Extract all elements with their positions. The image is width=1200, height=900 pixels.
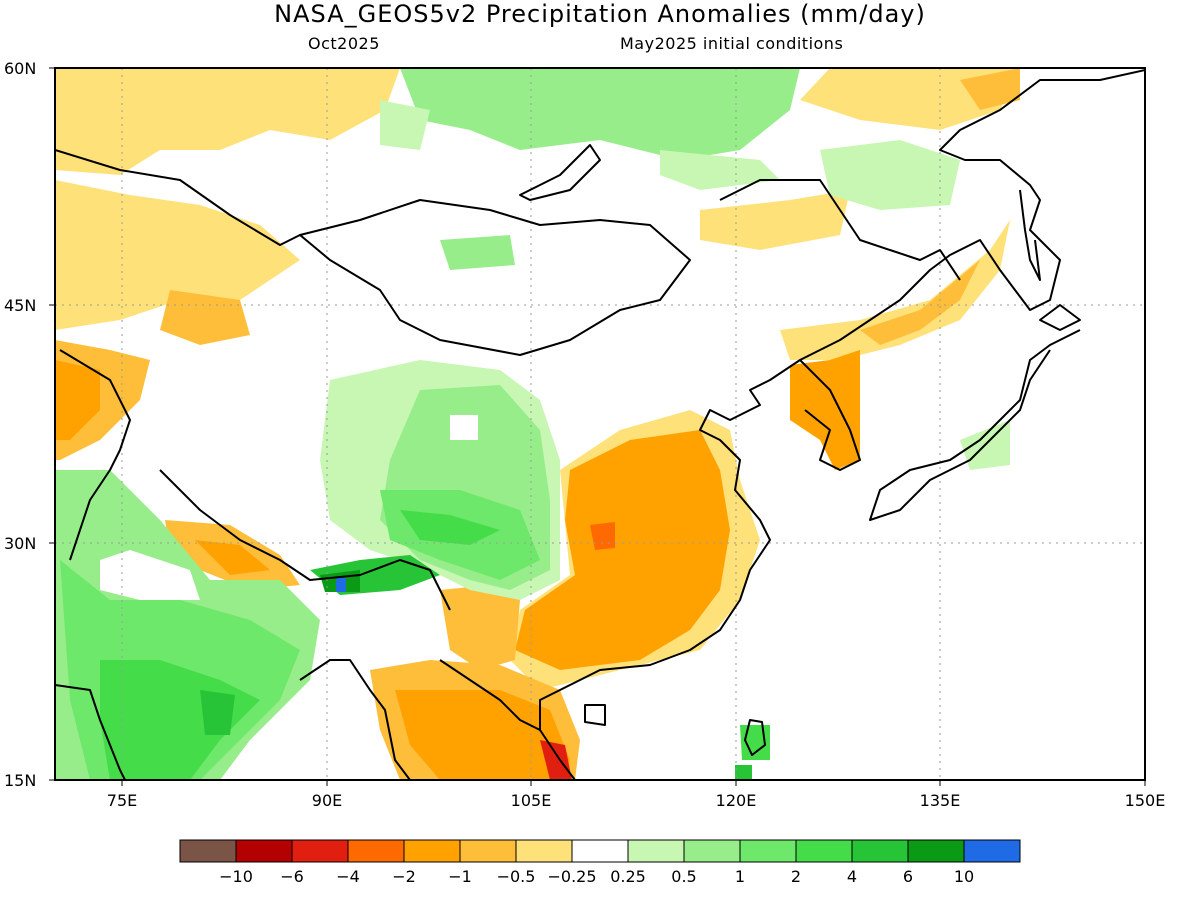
- colorbar-label: −10: [219, 867, 253, 886]
- anomaly-wet-india-white-gap: [100, 550, 200, 600]
- anomaly-wet-east-siberia: [820, 140, 960, 210]
- anomaly-wet-india-deep: [200, 690, 235, 735]
- colorbar-swatch: [459, 839, 517, 863]
- coastline-sakhalin: [1019, 189, 1041, 281]
- anomaly-wet-luzon: [735, 765, 752, 780]
- colorbar-swatch: [571, 839, 629, 863]
- colorbar-swatch: [627, 839, 685, 863]
- anomaly-field: [55, 68, 1020, 780]
- colorbar-label: 2: [791, 867, 801, 886]
- lat-label-30n: 30N: [4, 534, 36, 553]
- colorbar-label: 0.5: [671, 867, 696, 886]
- lake-baikal: [519, 144, 601, 201]
- anomaly-dry-korea: [790, 350, 860, 470]
- plot-frame: [54, 67, 1146, 781]
- tick-marks: [49, 67, 1146, 786]
- colorbar-swatch: [795, 839, 853, 863]
- colorbar-label: −1: [448, 867, 472, 886]
- colorbar-label: 0.25: [610, 867, 646, 886]
- border-pakistan: [59, 349, 131, 561]
- border-indochina: [439, 659, 541, 731]
- lon-label-105e: 105E: [511, 791, 552, 810]
- colorbar-swatch: [907, 839, 965, 863]
- colorbar-label: −0.5: [497, 867, 536, 886]
- coastline-taiwan: [744, 719, 766, 756]
- lat-label-60n: 60N: [4, 59, 36, 78]
- colorbar-swatch: [347, 839, 405, 863]
- lon-label-90e: 90E: [312, 791, 342, 810]
- colorbar-label: 4: [847, 867, 857, 886]
- border-kazakhstan: [55, 149, 301, 246]
- colorbar-swatch: [515, 839, 573, 863]
- anomaly-dry-west-core: [160, 290, 250, 345]
- anomaly-wet-tibet-white: [450, 415, 478, 440]
- colorbar-swatch: [403, 839, 461, 863]
- anomaly-wet-tibet-deep: [400, 510, 500, 545]
- colorbar-label: −4: [336, 867, 360, 886]
- border-china-mongolia: [299, 199, 691, 356]
- colorbar-swatch: [179, 839, 237, 863]
- anomaly-wet-india-core: [100, 660, 260, 780]
- anomaly-dry-indochina-core: [540, 740, 572, 780]
- coastline-korea: [799, 359, 861, 471]
- map-title: NASA_GEOS5v2 Precipitation Anomalies (mm…: [274, 0, 926, 28]
- anomaly-wet-mongolia-spot: [440, 235, 515, 270]
- colorbar-swatch: [235, 839, 293, 863]
- coastline-east-asia: [539, 69, 1145, 780]
- anomaly-dry-manchuria-core: [860, 260, 980, 345]
- colorbar-label: −0.25: [547, 867, 596, 886]
- coastline-hainan: [584, 704, 606, 726]
- lon-label-75e: 75E: [107, 791, 137, 810]
- anomaly-dry-mongolia-band: [700, 190, 850, 250]
- coastlines: [55, 69, 1145, 780]
- anomaly-dry-himalaya-core: [195, 540, 270, 575]
- anomaly-dry-china: [515, 430, 730, 670]
- coastline-japan: [869, 329, 1081, 521]
- colorbar-label: 6: [903, 867, 913, 886]
- anomaly-wet-blue-spot: [336, 578, 346, 592]
- lon-label-120e: 120E: [716, 791, 757, 810]
- colorbar: −10 −6 −4 −2 −1 −0.5 −0.25 0.25 0.5 1 2 4 6 10: [179, 839, 1021, 886]
- anomaly-dry-manchuria: [780, 220, 1010, 360]
- lat-label-15n: 15N: [4, 771, 36, 790]
- colorbar-label: −2: [392, 867, 416, 886]
- border-russia-china-east: [719, 179, 961, 281]
- colorbar-label: −6: [280, 867, 304, 886]
- coastline-india: [55, 659, 411, 780]
- colorbar-swatch: [851, 839, 909, 863]
- lat-label-45n: 45N: [4, 296, 36, 315]
- colorbar-swatch: [683, 839, 741, 863]
- initial-conditions: May2025 initial conditions: [620, 34, 844, 53]
- forecast-month: Oct2025: [308, 34, 380, 53]
- border-himalaya: [159, 469, 451, 611]
- lon-label-135e: 135E: [920, 791, 961, 810]
- lon-label-150e: 150E: [1125, 791, 1166, 810]
- colorbar-swatch: [739, 839, 797, 863]
- anomaly-dry-north-west: [55, 68, 400, 175]
- colorbar-swatch: [963, 839, 1021, 863]
- colorbar-label: 10: [954, 867, 974, 886]
- anomaly-wet-siberia: [400, 68, 800, 160]
- coastline-hokkaido: [1039, 304, 1081, 331]
- anomaly-dry-north-east-spot: [960, 68, 1020, 110]
- anomaly-dry-indochina: [395, 690, 570, 780]
- anomaly-wet-siberia-light: [380, 100, 780, 190]
- anomaly-dry-yunnan: [440, 585, 520, 670]
- colorbar-swatch: [291, 839, 349, 863]
- anomaly-dry-west: [55, 180, 300, 330]
- colorbar-label: 1: [735, 867, 745, 886]
- anomaly-dry-west-edge-core: [55, 360, 100, 440]
